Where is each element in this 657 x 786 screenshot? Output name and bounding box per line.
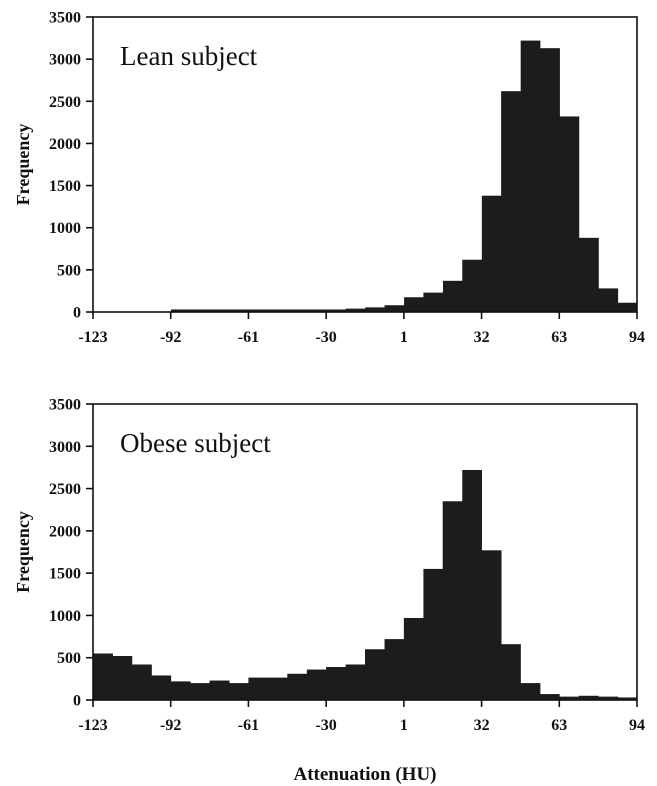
histogram-bar-20 — [481, 550, 502, 700]
histogram-bar-13 — [423, 292, 444, 312]
y-tick-label-6: 3000 — [49, 439, 81, 456]
x-tick-label-6: 63 — [551, 329, 567, 346]
histogram-bar-4 — [248, 309, 269, 312]
histogram-bar-3 — [229, 309, 250, 312]
histogram-bar-17 — [501, 91, 522, 312]
histogram-bar-20 — [559, 116, 580, 313]
panel-lean-subject: 0 500 1000 1500 2000 2500 3000 3500 -123 -92 -61 -3… — [13, 10, 645, 347]
histogram-bar-26 — [598, 696, 619, 700]
y-tick-label-0: 0 — [73, 693, 81, 710]
y-tick-label-3: 1500 — [49, 178, 81, 195]
y-tick-label-3: 1500 — [49, 566, 81, 583]
histogram-bar-15 — [384, 639, 405, 700]
y-tick-label-6: 3000 — [49, 52, 81, 69]
histogram-bar-6 — [287, 309, 308, 312]
x-tick-label-7: 94 — [629, 329, 645, 346]
histogram-bar-14 — [365, 649, 385, 700]
histogram-bar-21 — [501, 644, 521, 700]
panel-title: Obese subject — [120, 428, 271, 458]
y-tick-label-0: 0 — [73, 305, 81, 322]
histogram-bar-2 — [131, 664, 152, 700]
y-axis-title: Frequency — [13, 124, 33, 206]
histogram-bar-8 — [248, 677, 269, 700]
histogram-bar-9 — [345, 308, 366, 312]
histogram-bar-16 — [403, 617, 424, 700]
histogram-bar-7 — [306, 309, 327, 312]
y-tick-label-2: 1000 — [49, 608, 81, 625]
histogram-bar-23 — [539, 694, 560, 700]
histogram-bar-10 — [287, 673, 308, 700]
histogram-bar-2 — [209, 309, 230, 312]
histogram-bar-14 — [442, 280, 463, 312]
x-tick-label-0: -123 — [78, 717, 107, 734]
histogram-bar-4 — [170, 681, 191, 700]
y-tick-label-4: 2000 — [49, 523, 81, 540]
histogram-bar-8 — [326, 309, 347, 312]
y-tick-label-1: 500 — [57, 262, 81, 279]
histogram-bar-18 — [520, 40, 541, 312]
y-tick-label-7: 3500 — [49, 397, 81, 414]
y-tick-label-2: 1000 — [49, 220, 81, 237]
histogram-bar-12 — [404, 297, 424, 312]
histogram-bar-21 — [578, 237, 599, 312]
x-tick-label-3: -30 — [315, 329, 336, 346]
histogram-bar-0 — [93, 653, 113, 700]
x-tick-label-4: 1 — [400, 329, 408, 346]
y-tick-label-1: 500 — [57, 650, 81, 667]
histogram-bar-6 — [209, 680, 230, 700]
histogram-bar-1 — [190, 309, 211, 312]
panel-obese-subject: 0 500 1000 1500 2000 2500 3000 3500 -123 -92 -61 -3… — [13, 397, 645, 786]
histogram-bar-7 — [229, 683, 249, 700]
histogram-bar-24 — [559, 696, 580, 700]
plot-frame — [92, 403, 638, 701]
histogram-bar-22 — [520, 683, 541, 700]
x-tick-label-1: -92 — [160, 717, 181, 734]
x-tick-label-6: 63 — [551, 717, 567, 734]
x-tick-label-2: -61 — [238, 329, 259, 346]
histogram-bar-17 — [423, 568, 444, 700]
x-tick-label-7: 94 — [629, 717, 645, 734]
histogram-bar-27 — [617, 697, 638, 700]
x-tick-label-2: -61 — [238, 717, 259, 734]
histogram-bar-12 — [326, 667, 347, 700]
y-tick-label-5: 2500 — [49, 94, 81, 111]
histogram-bar-22 — [598, 288, 619, 312]
histogram-bar-5 — [190, 683, 210, 700]
histogram-bar-11 — [306, 669, 327, 700]
x-tick-label-3: -30 — [315, 717, 336, 734]
histogram-bar-19 — [462, 469, 482, 700]
histogram-bar-11 — [384, 305, 405, 312]
histogram-bar-3 — [151, 675, 172, 700]
x-tick-label-0: -123 — [78, 329, 107, 346]
histogram-bar-23 — [617, 302, 638, 312]
x-axis-title: Attenuation (HU) — [293, 764, 436, 785]
histogram-bar-5 — [267, 309, 288, 312]
histogram-bar-1 — [112, 656, 133, 700]
y-axis-title: Frequency — [13, 511, 33, 593]
histogram-bar-15 — [462, 259, 483, 312]
histogram-bar-25 — [578, 695, 599, 700]
x-tick-label-1: -92 — [160, 329, 181, 346]
histogram-bar-18 — [442, 501, 463, 700]
histogram-bar-16 — [481, 195, 502, 312]
x-tick-label-4: 1 — [400, 717, 408, 734]
histogram-bar-13 — [345, 664, 366, 700]
x-tick-label-5: 32 — [474, 717, 490, 734]
histogram-bar-19 — [539, 48, 560, 312]
x-tick-label-5: 32 — [474, 329, 490, 346]
histogram-bar-9 — [267, 677, 288, 700]
histogram-bar-0 — [170, 309, 191, 312]
y-tick-label-7: 3500 — [49, 10, 81, 27]
histogram-bar-10 — [365, 307, 385, 312]
y-tick-label-5: 2500 — [49, 481, 81, 498]
panel-title: Lean subject — [120, 41, 258, 71]
plot-frame — [92, 16, 638, 313]
y-tick-label-4: 2000 — [49, 136, 81, 153]
